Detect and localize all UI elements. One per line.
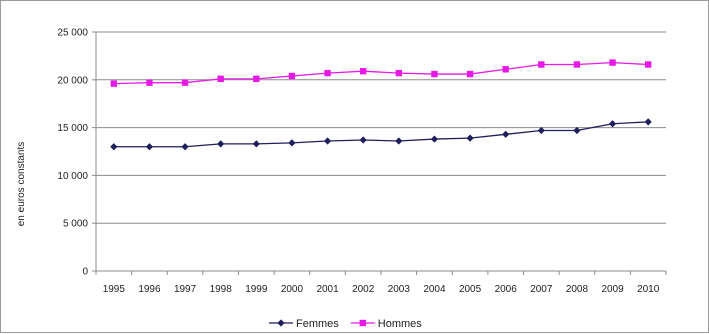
axes — [92, 31, 667, 275]
series-femmes — [110, 118, 652, 151]
x-tick-label: 1999 — [245, 284, 268, 295]
x-tick-label: 1997 — [174, 284, 197, 295]
data-point-hommes — [217, 75, 224, 83]
data-point-femmes — [608, 120, 617, 128]
legend-item-hommes: Hommes — [350, 318, 423, 330]
x-tick-label: 2006 — [495, 284, 518, 295]
legend: Femmes Hommes — [269, 318, 422, 330]
legend-label-hommes: Hommes — [378, 318, 423, 330]
y-tick-label: 20 000 — [57, 75, 88, 86]
x-tick-label: 2009 — [601, 284, 624, 295]
y-tick-label: 10 000 — [57, 171, 88, 182]
x-tick-label: 1996 — [138, 284, 161, 295]
x-tick-label: 2000 — [281, 284, 304, 295]
data-point-hommes — [181, 79, 189, 86]
x-tick-label: 2007 — [530, 284, 553, 295]
x-tick-label: 2008 — [566, 284, 589, 295]
legend-item-femmes: Femmes — [269, 318, 339, 330]
data-point-hommes — [609, 59, 616, 66]
x-tick-label: 1998 — [210, 284, 233, 295]
x-tick-label: 2004 — [423, 284, 446, 295]
x-tick-label: 2010 — [637, 284, 660, 295]
data-point-femmes — [252, 140, 260, 148]
x-tick-label: 2001 — [316, 284, 339, 295]
legend-marker-femmes — [277, 319, 285, 327]
data-point-hommes — [146, 79, 153, 86]
y-tick-label: 15 000 — [57, 123, 88, 134]
data-point-hommes — [502, 66, 509, 73]
data-point-femmes — [217, 140, 225, 148]
data-point-femmes — [502, 130, 510, 138]
series-hommes — [110, 59, 652, 87]
x-tick-label: 2005 — [459, 284, 482, 295]
data-point-femmes — [359, 136, 367, 144]
data-point-hommes — [466, 70, 474, 78]
data-point-hommes — [644, 61, 652, 68]
data-point-femmes — [288, 139, 296, 147]
data-point-femmes — [181, 143, 189, 151]
data-point-femmes — [430, 135, 439, 143]
series-line-femmes — [113, 121, 649, 148]
data-point-hommes — [538, 61, 545, 68]
data-point-hommes — [253, 75, 260, 83]
data-point-hommes — [324, 69, 331, 77]
gridlines — [96, 31, 666, 224]
y-tick-label: 5 000 — [63, 219, 88, 230]
y-axis-title: en euros constants — [16, 142, 27, 227]
data-point-hommes — [431, 70, 438, 78]
x-tick-label: 2003 — [388, 284, 411, 295]
y-tick-label: 0 — [82, 267, 88, 278]
series-layer — [110, 59, 652, 151]
y-tick-label: 25 000 — [57, 28, 88, 39]
data-point-hommes — [288, 72, 296, 80]
data-point-femmes — [644, 118, 652, 126]
data-point-femmes — [110, 143, 118, 151]
data-point-hommes — [395, 69, 403, 77]
tick-labels: 0 5 000 10 000 15 000 20 000 25 000 1995 1996 19… — [57, 28, 659, 296]
legend-marker-hommes — [359, 319, 366, 327]
data-point-femmes — [466, 134, 474, 142]
data-point-femmes — [573, 126, 581, 135]
data-point-femmes — [537, 126, 545, 135]
series-line-hommes — [113, 61, 649, 85]
x-tick-label: 1995 — [103, 284, 126, 295]
data-point-hommes — [359, 67, 367, 75]
legend-label-femmes: Femmes — [296, 318, 339, 330]
data-point-hommes — [110, 80, 118, 87]
data-point-femmes — [145, 143, 154, 151]
x-tick-label: 2002 — [352, 284, 375, 295]
data-point-hommes — [573, 61, 581, 68]
data-point-femmes — [395, 137, 403, 145]
data-point-femmes — [323, 137, 332, 145]
